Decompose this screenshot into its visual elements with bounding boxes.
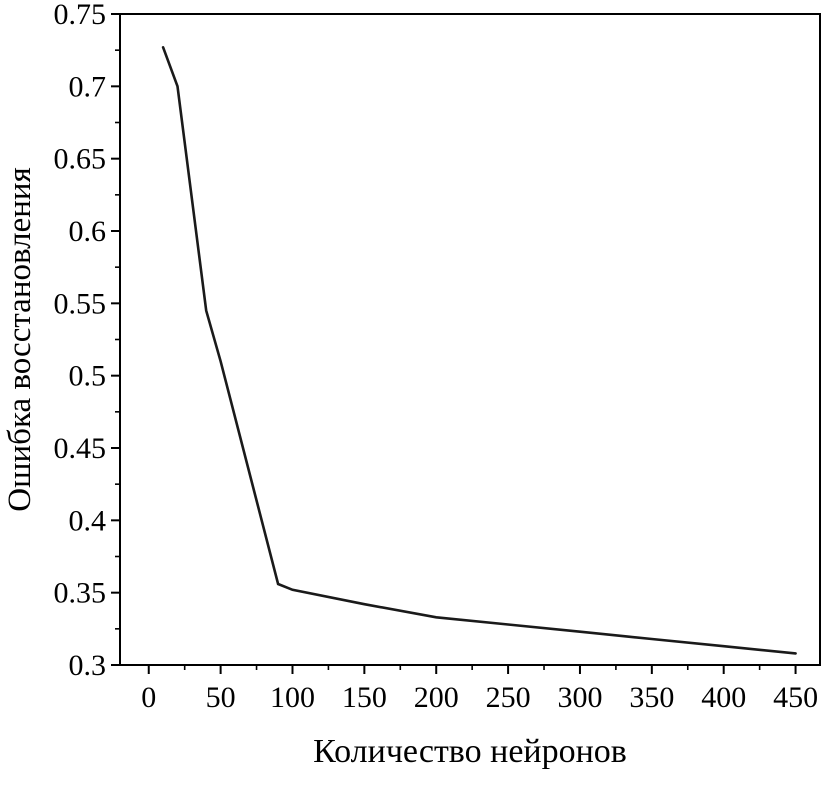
y-tick-label: 0.6 xyxy=(69,215,107,248)
y-tick-label: 0.4 xyxy=(69,504,107,537)
y-tick-label: 0.35 xyxy=(54,577,107,610)
x-tick-label: 50 xyxy=(206,681,236,714)
data-line xyxy=(161,45,797,655)
x-tick-label: 400 xyxy=(701,681,746,714)
plot-frame xyxy=(119,13,821,666)
x-tick-label: 300 xyxy=(557,681,602,714)
x-tick-label: 250 xyxy=(486,681,531,714)
y-tick-label: 0.45 xyxy=(54,432,107,465)
y-tick-label: 0.7 xyxy=(69,70,107,103)
x-axis-title: Количество нейронов xyxy=(313,733,627,770)
x-tick-label: 350 xyxy=(629,681,674,714)
x-tick-label: 200 xyxy=(414,681,459,714)
y-axis-title: Ошибка восстановления xyxy=(2,167,38,512)
x-tick-label: 100 xyxy=(270,681,315,714)
x-tick-label: 150 xyxy=(342,681,387,714)
y-tick-label: 0.75 xyxy=(54,0,107,31)
y-tick-label: 0.5 xyxy=(69,360,107,393)
y-tick-label: 0.55 xyxy=(54,287,107,320)
x-tick-label: 0 xyxy=(141,681,156,714)
x-tick-label: 450 xyxy=(773,681,818,714)
y-tick-label: 0.65 xyxy=(54,143,107,176)
y-tick-label: 0.3 xyxy=(69,649,107,682)
